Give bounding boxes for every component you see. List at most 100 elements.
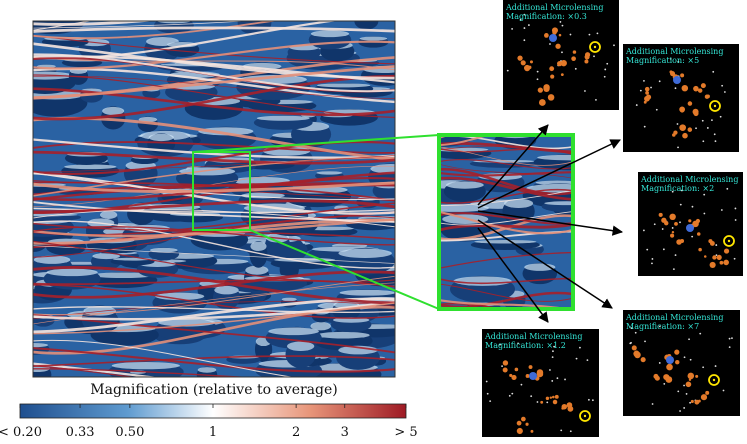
lensing-star <box>525 422 529 426</box>
arrow-icon <box>477 227 549 323</box>
light-region <box>544 201 573 206</box>
arrow-icon <box>477 139 621 209</box>
caustic-line <box>33 74 395 118</box>
star <box>536 78 539 81</box>
lensing-star <box>690 399 694 404</box>
caustic-line <box>439 222 573 232</box>
bright-source <box>549 34 557 42</box>
light-region <box>317 83 371 88</box>
light-region <box>310 30 350 38</box>
lensing-star <box>693 111 699 117</box>
star <box>564 378 566 381</box>
starfield-panel-3 <box>638 172 743 276</box>
star <box>721 84 724 87</box>
lensing-star <box>687 127 693 132</box>
star <box>642 229 645 232</box>
star <box>671 190 674 193</box>
caustic-line <box>33 245 395 264</box>
caustic-line <box>33 150 395 165</box>
lensing-star <box>706 94 710 99</box>
caustic-line <box>33 284 395 319</box>
caustic-line <box>439 291 573 309</box>
lensing-star <box>552 395 555 399</box>
lensing-star <box>631 345 637 351</box>
lensing-star <box>654 375 660 381</box>
star <box>703 212 706 215</box>
lensing-star <box>525 374 530 378</box>
caustic-line <box>439 188 573 204</box>
lensing-star <box>693 85 699 92</box>
star <box>731 337 733 340</box>
lensing-star <box>561 407 565 410</box>
lensing-star <box>530 429 534 433</box>
star <box>685 393 688 395</box>
star <box>643 125 646 128</box>
star <box>672 268 675 271</box>
star <box>699 332 702 335</box>
lensing-star <box>547 94 555 101</box>
lensing-star <box>549 396 553 399</box>
lensing-star <box>679 124 686 131</box>
star <box>658 80 661 83</box>
colorbar-tick-label: 1 <box>208 425 218 440</box>
lensing-star <box>697 88 703 93</box>
lensing-star <box>694 399 700 405</box>
star <box>689 401 691 404</box>
star <box>549 43 551 45</box>
star <box>546 401 549 404</box>
star <box>630 341 632 344</box>
bright-source <box>673 76 681 84</box>
star <box>677 146 679 149</box>
starfield-panel-1 <box>503 0 619 110</box>
lensing-star <box>584 59 589 64</box>
star <box>714 365 717 367</box>
caption-line-2: Magnification: ×2 <box>641 184 715 193</box>
lensing-star <box>679 108 685 113</box>
star <box>689 358 692 361</box>
caption-line-1: Additional Microlensing <box>485 332 583 341</box>
star <box>715 254 718 257</box>
lensing-star <box>545 396 550 401</box>
star <box>702 366 705 369</box>
dark-region <box>354 21 379 30</box>
star <box>593 55 595 58</box>
caustic-line <box>439 302 506 309</box>
caustic-line <box>439 283 573 302</box>
lensing-star <box>537 87 543 93</box>
star <box>519 18 522 21</box>
light-region <box>256 115 310 121</box>
lensing-star <box>529 60 533 64</box>
star <box>674 254 677 257</box>
lensing-star <box>552 30 557 35</box>
colorbar-title: Magnification (relative to average) <box>90 382 338 398</box>
light-region <box>100 210 118 220</box>
light-region <box>316 331 370 339</box>
star <box>719 115 722 118</box>
arrow-icon <box>477 124 549 206</box>
star <box>658 362 661 364</box>
caustic-line <box>439 277 573 285</box>
caustic-line <box>33 165 395 207</box>
colorbar-tick-label: > 5 <box>394 425 418 440</box>
lensing-star <box>538 99 546 106</box>
panel-caption: Additional Microlensing Magnification: ×7 <box>626 313 741 331</box>
light-region <box>439 204 490 212</box>
star <box>669 57 672 60</box>
light-region <box>46 268 98 277</box>
yellow-circle-icon <box>579 410 591 422</box>
star <box>680 189 683 192</box>
light-region <box>453 276 512 286</box>
star <box>728 337 731 340</box>
light-region <box>474 239 537 244</box>
star <box>630 327 633 330</box>
lensing-star <box>560 59 567 67</box>
star <box>715 244 718 246</box>
lensing-star <box>712 255 717 260</box>
marker-dot <box>593 45 597 49</box>
star <box>651 258 654 260</box>
lensing-star <box>688 378 692 382</box>
lensing-star <box>511 374 517 381</box>
colorbar-tick-label: 0.33 <box>65 425 95 440</box>
caustic-line <box>439 211 573 226</box>
